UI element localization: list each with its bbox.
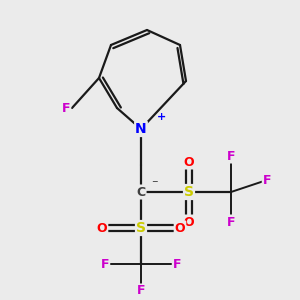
Text: +: + — [158, 112, 166, 122]
Text: F: F — [137, 284, 145, 298]
Text: F: F — [101, 257, 109, 271]
Text: S: S — [184, 185, 194, 199]
Text: F: F — [227, 149, 235, 163]
Text: O: O — [184, 155, 194, 169]
Text: ⁻: ⁻ — [151, 178, 158, 191]
Text: S: S — [136, 221, 146, 235]
Text: O: O — [97, 221, 107, 235]
Text: F: F — [62, 101, 70, 115]
Text: F: F — [227, 215, 235, 229]
Text: N: N — [135, 122, 147, 136]
Text: O: O — [184, 215, 194, 229]
Text: C: C — [136, 185, 146, 199]
Text: F: F — [173, 257, 181, 271]
Text: O: O — [175, 221, 185, 235]
Text: F: F — [263, 173, 271, 187]
